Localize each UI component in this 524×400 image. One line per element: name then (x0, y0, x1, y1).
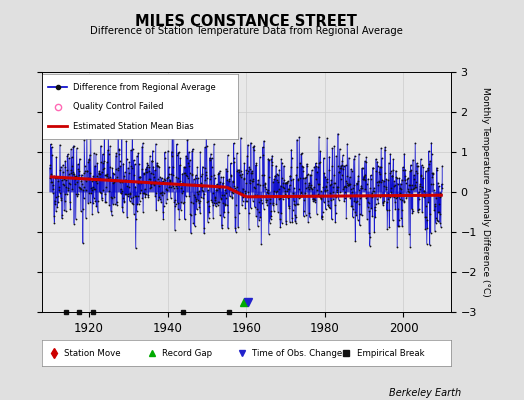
Text: Difference of Station Temperature Data from Regional Average: Difference of Station Temperature Data f… (90, 26, 403, 36)
Text: Time of Obs. Change: Time of Obs. Change (253, 348, 343, 358)
Text: Berkeley Earth: Berkeley Earth (389, 388, 461, 398)
Text: Record Gap: Record Gap (162, 348, 213, 358)
Text: MILES CONSTANCE STREET: MILES CONSTANCE STREET (135, 14, 357, 29)
Text: Station Move: Station Move (64, 348, 121, 358)
Text: Empirical Break: Empirical Break (357, 348, 424, 358)
Y-axis label: Monthly Temperature Anomaly Difference (°C): Monthly Temperature Anomaly Difference (… (481, 87, 490, 297)
